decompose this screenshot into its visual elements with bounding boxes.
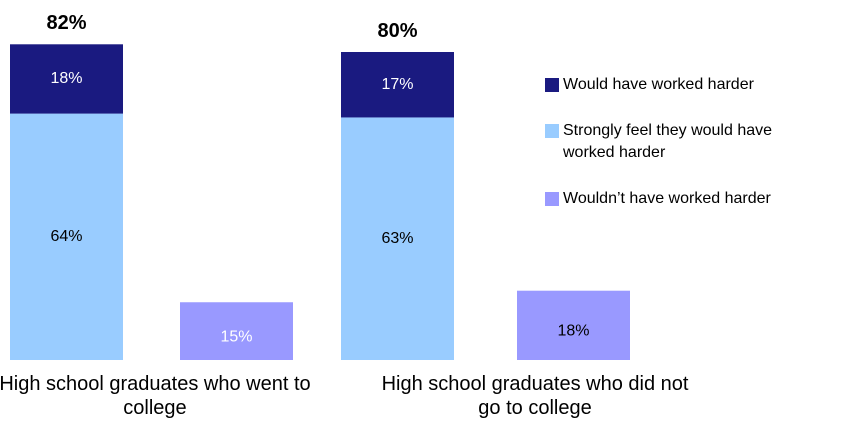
category-label: High school graduates who did not go to … — [381, 373, 689, 419]
legend-label: Would have worked harder — [563, 76, 754, 93]
legend-label: Strongly feel they would have worked har… — [563, 122, 773, 161]
legend-item: Wouldn’t have worked harder — [545, 188, 843, 210]
category-label: High school graduates who went to colleg… — [0, 373, 311, 419]
total-label: 82% — [46, 12, 87, 35]
bar-segment — [341, 52, 454, 118]
value-label: 18% — [50, 70, 82, 87]
legend-swatch — [545, 124, 559, 138]
legend-item: Would have worked harder — [545, 74, 843, 96]
bar-segment — [517, 290, 630, 360]
value-label: 64% — [50, 228, 82, 245]
total-label: 80% — [377, 20, 418, 42]
legend-swatch — [545, 192, 559, 206]
bar-segment — [180, 302, 293, 360]
value-label: 18% — [557, 323, 589, 340]
bar-segment — [10, 44, 123, 114]
legend-label: Wouldn’t have worked harder — [563, 190, 771, 207]
value-label: 15% — [220, 328, 252, 345]
legend-item: Strongly feel they would have worked har… — [545, 120, 793, 164]
value-label: 63% — [381, 230, 413, 247]
bar-segment — [10, 113, 123, 360]
value-label: 17% — [381, 76, 413, 93]
bar-segment — [341, 117, 454, 360]
legend-swatch — [545, 78, 559, 92]
